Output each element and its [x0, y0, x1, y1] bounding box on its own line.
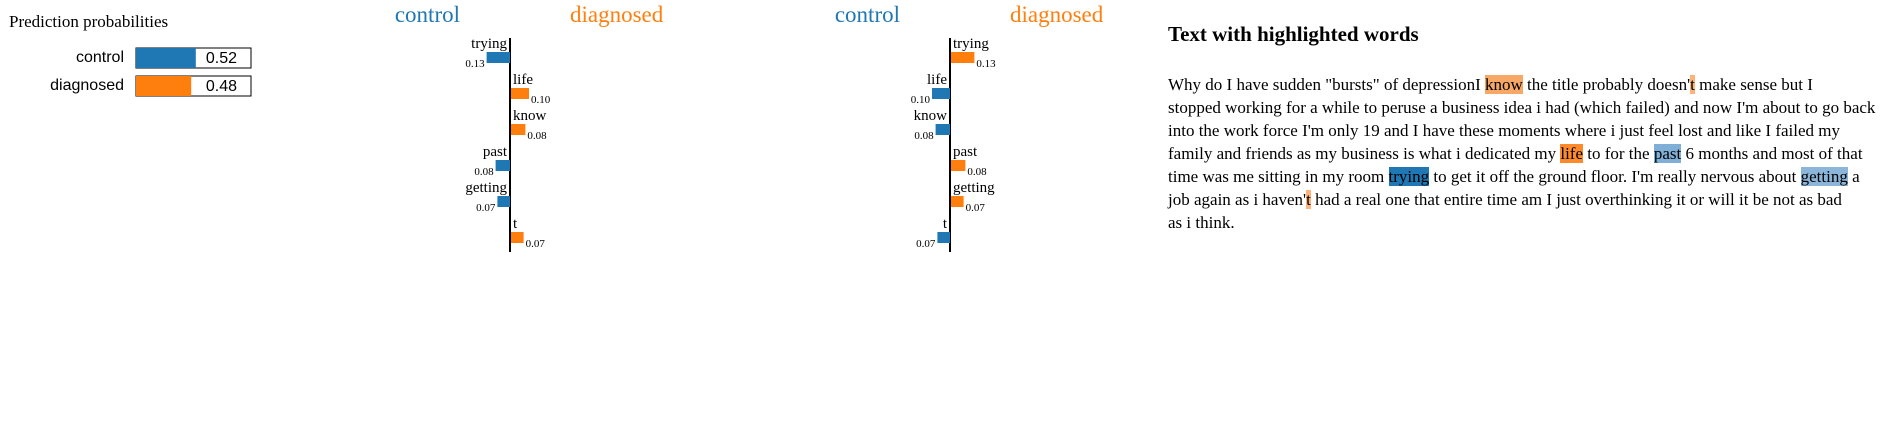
explain-value-label: 0.08 — [474, 166, 494, 178]
explain-value-label: 0.10 — [911, 94, 931, 106]
prediction-probabilities-chart: Prediction probabilities control 0.52 diagn… — [9, 12, 252, 97]
explain-left-label: control — [395, 2, 460, 27]
explain-word-label: t — [513, 216, 518, 232]
highlighted-word: life — [1560, 144, 1583, 163]
explain-bar-trying — [951, 52, 975, 63]
explain-word-label: know — [513, 108, 547, 124]
highlighted-word: trying — [1388, 167, 1430, 186]
explain-value-label: 0.07 — [476, 202, 496, 214]
explain-bar-trying — [486, 52, 510, 63]
explain-word-label: getting — [465, 180, 507, 196]
explain-word-label: t — [943, 216, 948, 232]
highlighted-word: getting — [1800, 167, 1848, 186]
highlighted-word: t — [1306, 190, 1311, 209]
explanation-chart-1: control diagnosed trying 0.13 life 0.10 know 0.… — [395, 2, 664, 252]
proba-bar-diagnosed — [136, 76, 192, 96]
text-segment: stopped working for a while to peruse a … — [1168, 98, 1876, 117]
explain-value-label: 0.07 — [526, 238, 546, 250]
explain-word-label: life — [513, 72, 533, 88]
explain-word-label: past — [953, 144, 978, 160]
text-segment: time was me sitting in my room — [1168, 167, 1389, 186]
highlighted-word: past — [1653, 144, 1682, 163]
explain-bar-life — [932, 88, 950, 99]
explain-bar-t — [937, 232, 950, 243]
explain-value-label: 0.08 — [914, 130, 934, 142]
explanation-chart-2: control diagnosed trying 0.13 life 0.10 know 0.… — [835, 2, 1104, 252]
explain-value-label: 0.08 — [527, 130, 547, 142]
text-segment: family and friends as my business is wha… — [1168, 144, 1561, 163]
explain-word-label: trying — [471, 36, 507, 52]
explain-value-label: 0.07 — [916, 238, 936, 250]
prediction-probabilities-panel: Prediction probabilities control 0.52 diagn… — [9, 8, 309, 108]
highlighted-text-title: Text with highlighted words — [1168, 22, 1419, 46]
explain-bar-know — [511, 124, 526, 135]
explain-word-label: getting — [953, 180, 995, 196]
proba-value-diagnosed: 0.48 — [206, 78, 237, 95]
proba-value-control: 0.52 — [206, 50, 237, 67]
text-segment: the title probably doesn' — [1522, 75, 1691, 94]
proba-label-control: control — [76, 49, 124, 66]
explain-bar-life — [511, 88, 529, 99]
explain-value-label: 0.13 — [465, 58, 485, 70]
explain-bar-past — [495, 160, 510, 171]
highlighted-word: t — [1690, 75, 1695, 94]
text-segment: make sense but I — [1694, 75, 1813, 94]
explain-value-label: 0.10 — [531, 94, 551, 106]
explain-bar-getting — [497, 196, 510, 207]
text-segment: a — [1847, 167, 1860, 186]
explain-bar-t — [511, 232, 524, 243]
highlighted-text-body: Why do I have sudden "bursts" of depress… — [1168, 73, 1888, 234]
explain-value-label: 0.13 — [976, 58, 996, 70]
explain-left-label: control — [835, 2, 900, 27]
explain-word-label: past — [483, 144, 508, 160]
text-segment: job again as i haven' — [1168, 190, 1307, 209]
text-segment: Why do I have sudden "bursts" of depress… — [1168, 75, 1485, 94]
explain-bar-getting — [951, 196, 964, 207]
explain-right-label: diagnosed — [570, 2, 664, 27]
proba-bar-control — [136, 48, 196, 68]
explain-bar-know — [935, 124, 950, 135]
explain-right-label: diagnosed — [1010, 2, 1104, 27]
highlighted-text-panel: Text with highlighted words Why do I hav… — [1168, 22, 1888, 234]
text-segment: to get it off the ground floor. I'm real… — [1429, 167, 1801, 186]
explain-word-label: life — [927, 72, 947, 88]
explain-word-label: trying — [953, 36, 989, 52]
explanation-panel-diagnosed: control diagnosed trying 0.13 life 0.10 know 0.… — [800, 0, 1200, 270]
explain-word-label: know — [914, 108, 948, 124]
text-segment: to for the — [1583, 144, 1654, 163]
explain-bar-past — [951, 160, 966, 171]
text-segment: into the work force I'm only 19 and I ha… — [1168, 121, 1841, 140]
proba-label-diagnosed: diagnosed — [50, 77, 124, 94]
text-segment: 6 months and most of that — [1681, 144, 1863, 163]
text-segment: as i think. — [1168, 213, 1235, 232]
text-segment: had a real one that entire time am I jus… — [1310, 190, 1842, 209]
highlighted-word: know — [1484, 75, 1523, 94]
explain-value-label: 0.08 — [967, 166, 987, 178]
explain-value-label: 0.07 — [966, 202, 986, 214]
explanation-panel-control: control diagnosed trying 0.13 life 0.10 know 0.… — [360, 0, 760, 270]
proba-title: Prediction probabilities — [9, 12, 168, 31]
